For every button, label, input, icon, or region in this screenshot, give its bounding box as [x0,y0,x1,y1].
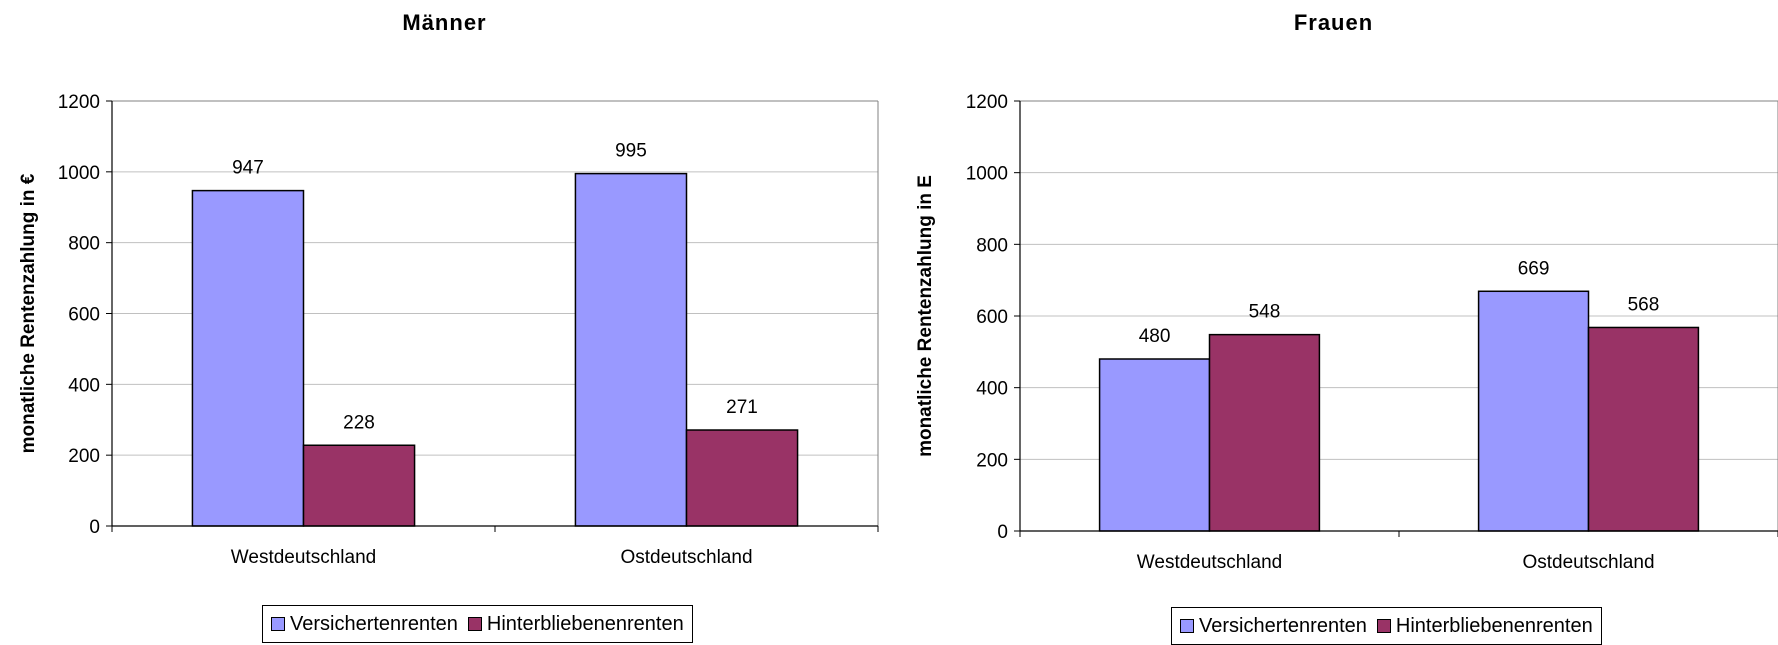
y-tick-label: 0 [89,517,100,538]
data-label: 995 [615,141,647,162]
chart-maenner: Männer 0 200 400 600 800 1000 1200 947 228 Westde… [18,10,879,643]
y-axis-label: monatliche Rentenzahlung in E [915,175,936,457]
data-label: 271 [726,397,758,418]
legend-swatch [1376,619,1391,633]
legend-label: Versichertenrenten [1199,614,1367,637]
y-tick-label: 1200 [966,92,1008,113]
x-tick-label: Ostdeutschland [620,547,752,568]
y-tick-label: 0 [997,522,1008,543]
legend-item-versichertenrenten: Versichertenrenten [1180,615,1367,638]
bar [574,172,688,527]
legend-swatch [1180,619,1194,633]
y-tick-label: 1000 [58,163,100,184]
y-tick-label: 200 [976,450,1008,471]
bar [1208,333,1321,532]
data-label: 480 [1139,326,1171,347]
y-tick-label: 400 [68,375,100,396]
bar [1587,326,1700,532]
chart-legend: Versichertenrenten Hinterbliebenenrenten [262,605,693,643]
chart-title: Männer [402,10,487,35]
data-label: 947 [232,158,264,179]
x-tick-label: Ostdeutschland [1522,552,1654,573]
data-label: 228 [343,412,375,433]
bar [302,444,416,527]
y-tick-label: 200 [68,446,100,467]
y-tick-label: 600 [976,307,1008,328]
y-tick-label: 1000 [966,164,1008,185]
legend-label: Hinterbliebenenrenten [486,612,684,635]
legend-swatch [467,617,482,631]
y-tick-label: 800 [68,234,100,255]
chart-plot: 0 200 400 600 800 1000 1200 480 548 Westdeutschla… [915,92,1778,573]
legend-swatch [271,617,285,631]
bar [191,189,305,527]
chart-plot: 0 200 400 600 800 1000 1200 947 228 Westdeutschla… [18,92,879,568]
data-label: 548 [1249,302,1281,323]
y-tick-label: 400 [976,379,1008,400]
y-tick-label: 800 [976,235,1008,256]
legend-item-hinterbliebenenrenten: Hinterbliebenenrenten [1376,614,1593,638]
x-tick-label: Westdeutschland [231,547,376,568]
y-tick-label: 1200 [58,92,100,113]
chart-title: Frauen [1293,10,1374,35]
bar [685,429,799,527]
bar [1477,290,1590,532]
legend-item-versichertenrenten: Versichertenrenten [271,613,458,636]
bar [1098,358,1211,532]
legend-label: Hinterbliebenenrenten [1395,614,1593,637]
data-label: 568 [1628,294,1660,315]
x-tick-label: Westdeutschland [1137,552,1282,573]
chart-frauen: Frauen 0 200 400 600 800 1000 1200 480 548 Westde… [889,0,1778,645]
data-label: 669 [1518,258,1550,279]
y-tick-label: 600 [68,305,100,326]
legend-label: Versichertenrenten [290,612,458,635]
y-axis-label: monatliche Rentenzahlung in € [18,173,39,453]
chart-legend: Versichertenrenten Hinterbliebenenrenten [1171,607,1602,645]
legend-item-hinterbliebenenrenten: Hinterbliebenenrenten [467,612,684,636]
